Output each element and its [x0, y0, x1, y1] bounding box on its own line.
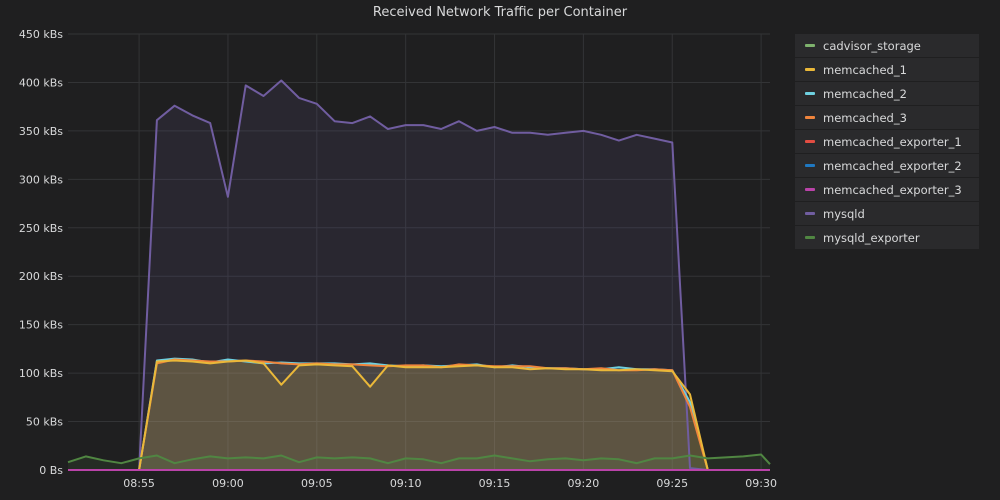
y-tick-label: 200 kBs [19, 270, 63, 283]
legend-item-memcached_exporter_3[interactable]: memcached_exporter_3 [795, 178, 979, 201]
y-axis: 0 Bs 50 kBs 100 kBs 150 kBs 200 kBs 250 kBs 30… [19, 28, 63, 477]
legend-swatch [805, 236, 815, 239]
legend-label: cadvisor_storage [823, 38, 921, 53]
legend-label: mysqld_exporter [823, 230, 920, 245]
chart-plot[interactable]: 0 Bs 50 kBs 100 kBs 150 kBs 200 kBs 250 kBs 30… [0, 0, 780, 500]
legend-item-memcached_exporter_1[interactable]: memcached_exporter_1 [795, 130, 979, 153]
legend-swatch [805, 44, 815, 47]
legend-label: mysqld [823, 206, 865, 221]
x-tick-label: 09:25 [656, 477, 688, 490]
y-tick-label: 450 kBs [19, 28, 63, 41]
legend-label: memcached_1 [823, 62, 907, 77]
legend-swatch [805, 188, 815, 191]
y-tick-label: 250 kBs [19, 222, 63, 235]
y-tick-label: 300 kBs [19, 173, 63, 186]
legend-item-memcached_2[interactable]: memcached_2 [795, 82, 979, 105]
y-tick-label: 100 kBs [19, 367, 63, 380]
x-tick-label: 09:30 [745, 477, 777, 490]
series-areas [68, 80, 770, 470]
y-tick-label: 350 kBs [19, 125, 63, 138]
series-area-memcached_2 [68, 358, 770, 470]
legend-label: memcached_3 [823, 110, 907, 125]
legend-item-memcached_exporter_2[interactable]: memcached_exporter_2 [795, 154, 979, 177]
legend-item-mysqld_exporter[interactable]: mysqld_exporter [795, 226, 979, 249]
legend-item-cadvisor_storage[interactable]: cadvisor_storage [795, 34, 979, 57]
y-tick-label: 150 kBs [19, 319, 63, 332]
series-line-mysqld_exporter[interactable] [67, 453, 771, 465]
series-line-memcached_1[interactable] [68, 359, 770, 471]
series-lines [67, 79, 771, 471]
legend-label: memcached_2 [823, 86, 907, 101]
legend-swatch [805, 164, 815, 167]
x-tick-label: 09:00 [212, 477, 244, 490]
legend-label: memcached_exporter_3 [823, 182, 962, 197]
y-tick-label: 50 kBs [26, 416, 63, 429]
legend-swatch [805, 116, 815, 119]
x-tick-label: 09:10 [390, 477, 422, 490]
legend-swatch [805, 68, 815, 71]
legend-swatch [805, 212, 815, 215]
y-tick-label: 0 Bs [39, 464, 63, 477]
x-tick-label: 09:05 [301, 477, 333, 490]
grid-lines [68, 33, 770, 471]
x-axis: 08:55 09:00 09:05 09:10 09:15 09:20 09:25 09:30 [123, 477, 777, 490]
x-tick-label: 08:55 [123, 477, 155, 490]
x-tick-label: 09:15 [479, 477, 511, 490]
y-tick-label: 400 kBs [19, 76, 63, 89]
legend-swatch [805, 92, 815, 95]
legend-item-memcached_1[interactable]: memcached_1 [795, 58, 979, 81]
chart-title: Received Network Traffic per Container [372, 5, 628, 20]
x-tick-label: 09:20 [568, 477, 600, 490]
legend-label: memcached_exporter_2 [823, 158, 962, 173]
series-line-mysqld[interactable] [68, 79, 770, 471]
series-area-mysqld [68, 80, 770, 470]
legend-label: memcached_exporter_1 [823, 134, 962, 149]
legend-swatch [805, 140, 815, 143]
legend-item-mysqld[interactable]: mysqld [795, 202, 979, 225]
series-area-memcached_1 [68, 360, 770, 470]
series-area-memcached_3 [68, 359, 770, 470]
legend-item-memcached_3[interactable]: memcached_3 [795, 106, 979, 129]
